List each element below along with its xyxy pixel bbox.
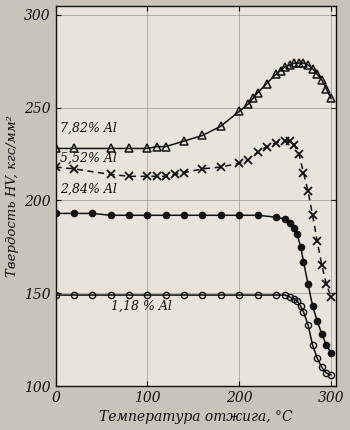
X-axis label: Температура отжига, °C: Температура отжига, °C: [99, 411, 292, 424]
Text: 5,52% Al: 5,52% Al: [60, 151, 117, 164]
Text: 1,18 % Al: 1,18 % Al: [111, 300, 172, 313]
Text: 2,84% Al: 2,84% Al: [60, 183, 117, 196]
Y-axis label: Твердость HV, кгс/мм²: Твердость HV, кгс/мм²: [6, 115, 19, 277]
Text: 7,82% Al: 7,82% Al: [60, 122, 117, 135]
